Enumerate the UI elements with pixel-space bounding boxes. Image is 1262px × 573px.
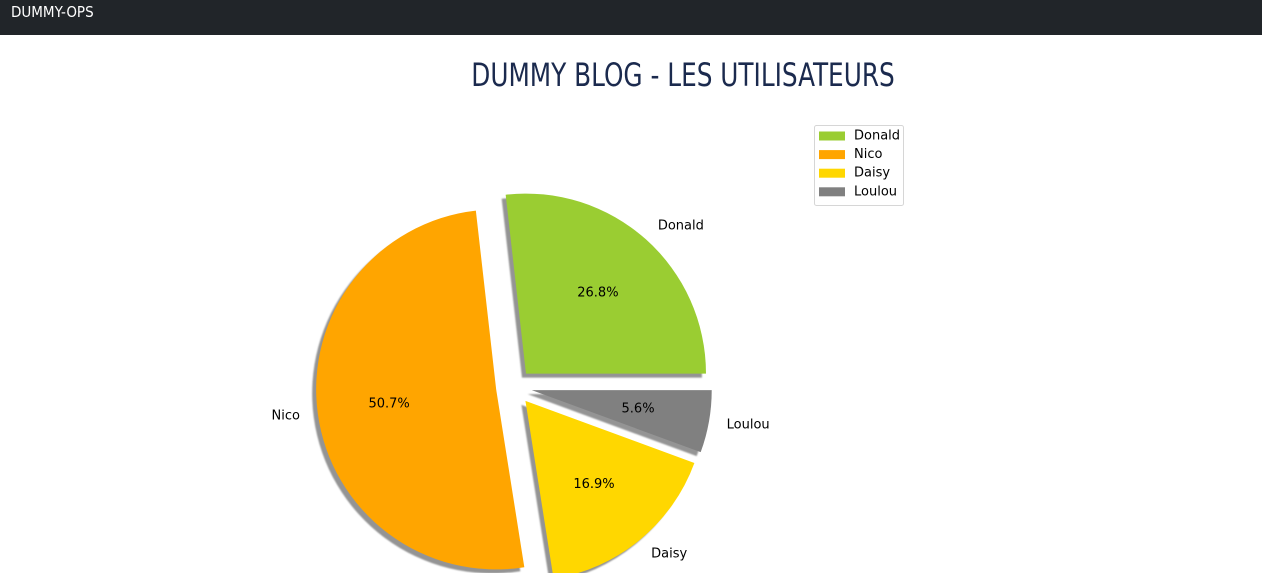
legend-swatch-nico (819, 150, 845, 160)
percentage-labels: 26.8% 50.7% 16.9% 5.6% (368, 286, 654, 492)
legend-label-loulou: Loulou (854, 184, 897, 199)
percentage-label-daisy: 16.9% (573, 477, 614, 492)
slice-loulou (531, 390, 712, 453)
legend-label-nico: Nico (854, 147, 882, 162)
category-label-loulou: Loulou (727, 417, 770, 432)
navbar: DUMMY-OPS (0, 0, 1262, 35)
legend-swatch-daisy (819, 168, 845, 178)
percentage-label-donald: 26.8% (577, 286, 618, 301)
category-label-nico: Nico (272, 409, 300, 424)
legend-label-daisy: Daisy (854, 166, 890, 181)
slice-donald (505, 193, 706, 374)
legend-swatch-loulou (819, 187, 845, 197)
brand-link[interactable]: DUMMY-OPS (11, 3, 94, 21)
category-label-donald: Donald (658, 218, 704, 233)
legend: Donald Nico Daisy Loulou (814, 125, 904, 206)
page-title: DUMMY BLOG - LES UTILISATEURS (471, 56, 895, 94)
legend-label-donald: Donald (854, 129, 900, 144)
percentage-label-nico: 50.7% (368, 396, 409, 411)
slices (316, 193, 712, 573)
slice-daisy (525, 400, 695, 573)
legend-swatch-donald (819, 131, 845, 141)
category-labels: Donald Nico Daisy Loulou (272, 218, 770, 561)
percentage-label-loulou: 5.6% (622, 402, 655, 417)
category-label-daisy: Daisy (651, 546, 687, 561)
slice-nico (316, 210, 525, 570)
legend-frame (814, 125, 904, 206)
